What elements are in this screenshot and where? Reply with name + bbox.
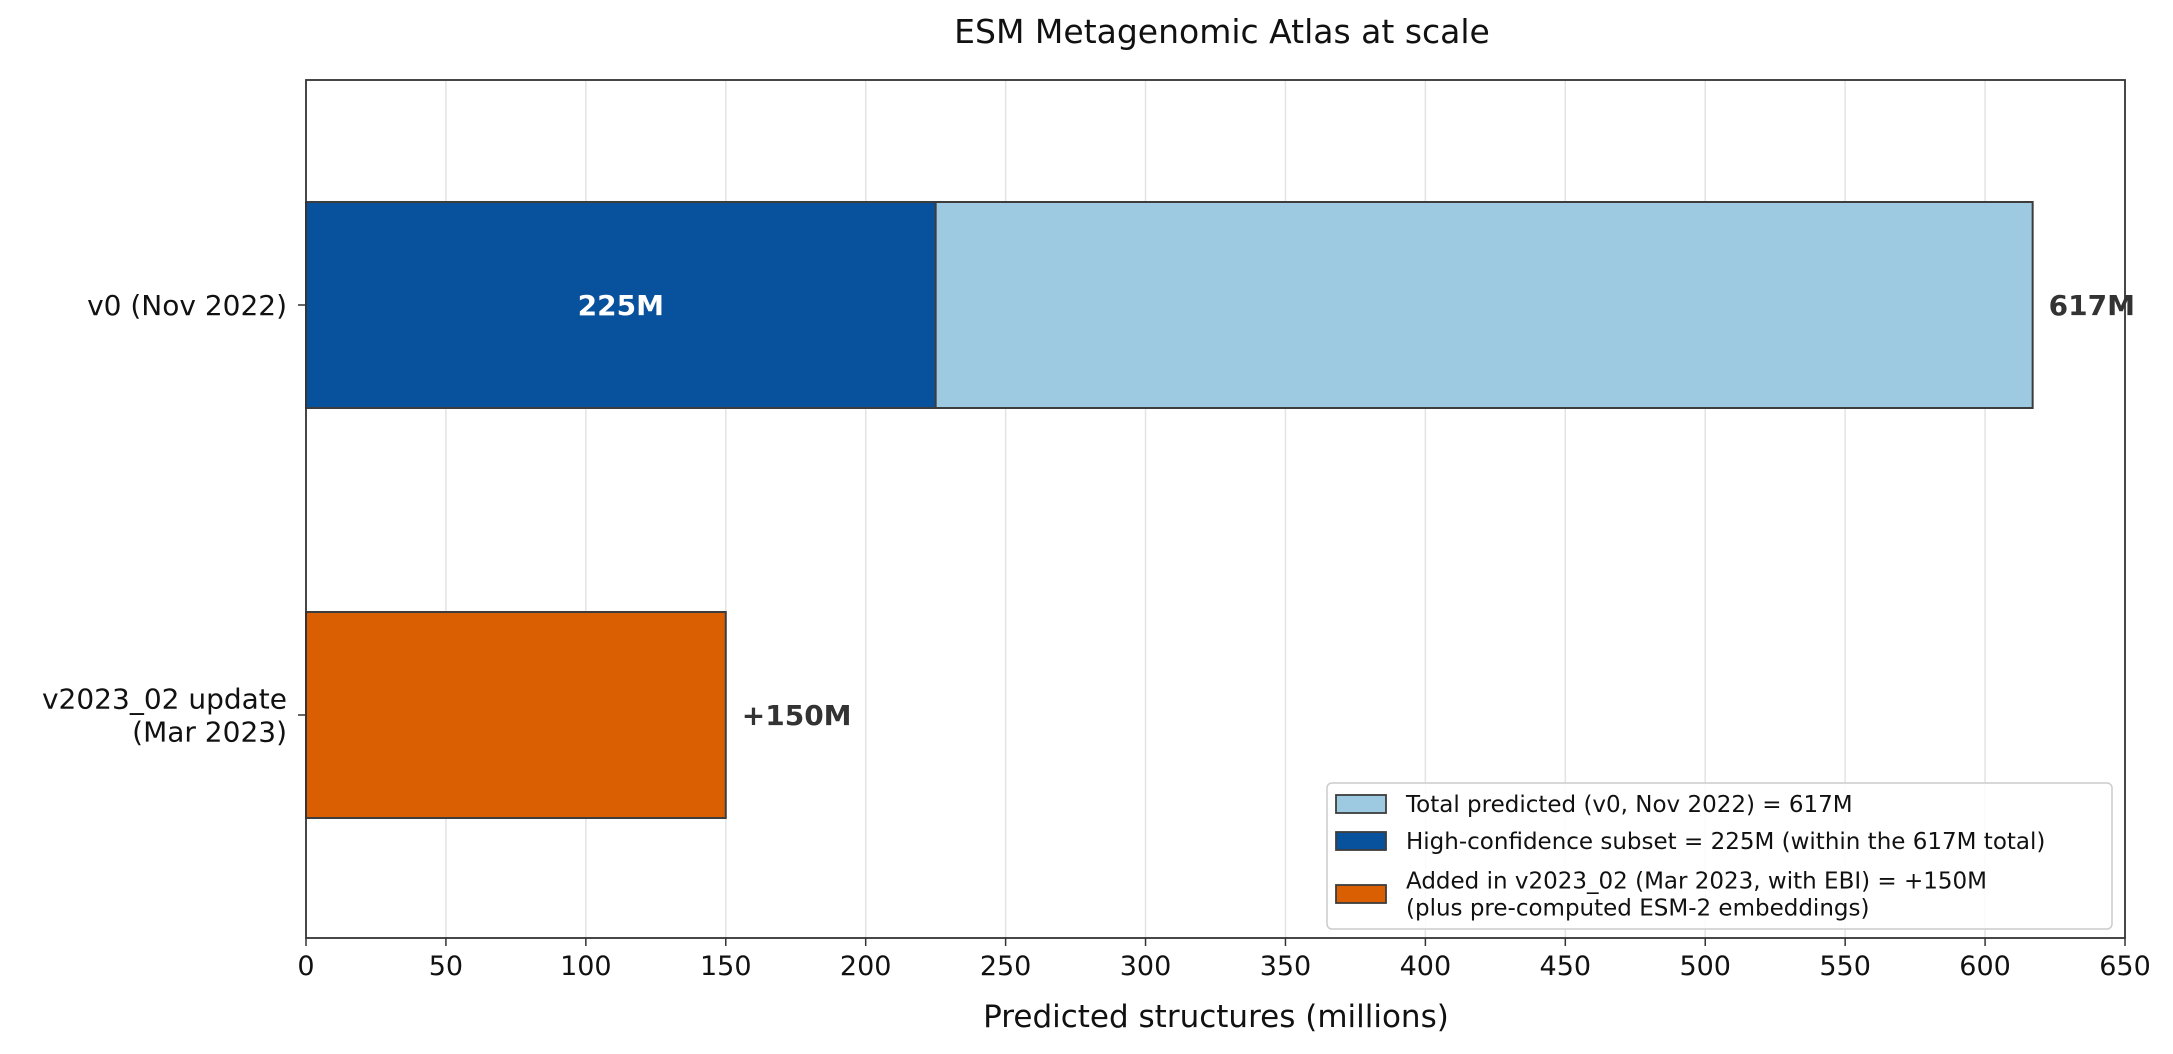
- data-label: 225M: [578, 289, 664, 322]
- legend-label-line: Added in v2023_02 (Mar 2023, with EBI) =…: [1406, 869, 1987, 895]
- legend-label: Added in v2023_02 (Mar 2023, with EBI) =…: [1406, 869, 1987, 922]
- x-axis-label: Predicted structures (millions): [983, 999, 1449, 1035]
- x-tick-label: 550: [1819, 951, 1871, 982]
- x-tick-label: 400: [1400, 951, 1452, 982]
- x-tick-label: 0: [297, 951, 314, 982]
- legend-label: High-confidence subset = 225M (within th…: [1406, 829, 2045, 855]
- x-tick-label: 300: [1120, 951, 1172, 982]
- bar-series-2: [305, 611, 727, 819]
- legend-swatch: [1335, 831, 1387, 851]
- x-tick-label: 250: [980, 951, 1032, 982]
- x-tick-label: 500: [1679, 951, 1731, 982]
- x-tick-label: 450: [1540, 951, 1592, 982]
- bar-series-1: [305, 201, 937, 409]
- legend-label: Total predicted (v0, Nov 2022) = 617M: [1405, 792, 1853, 818]
- x-tick-label: 100: [560, 951, 612, 982]
- x-axis: 0 50 100 150 200 250 300 350 400 450 500 550 600 650: [297, 938, 2151, 982]
- x-tick-label: 50: [429, 951, 463, 982]
- data-label: +150M: [742, 699, 852, 732]
- y-tick-label: v0 (Nov 2022): [87, 289, 287, 322]
- data-label: 617M: [2049, 289, 2135, 322]
- x-tick-label: 350: [1260, 951, 1312, 982]
- y-tick-label-line: v0 (Nov 2022): [87, 289, 287, 322]
- legend-box: [1326, 782, 2113, 930]
- y-axis: v0 (Nov 2022) v2023_02 update (Mar 2023): [42, 289, 306, 749]
- plot-frame: [305, 79, 2126, 939]
- legend-label-line: (plus pre-computed ESM-2 embeddings): [1406, 896, 1869, 922]
- bars: [305, 201, 2034, 819]
- x-tick-label: 650: [2099, 951, 2151, 982]
- chart-title: ESM Metagenomic Atlas at scale: [954, 12, 1490, 51]
- legend-swatch: [1335, 884, 1387, 904]
- y-tick-label: v2023_02 update (Mar 2023): [42, 683, 287, 749]
- legend-label-line: High-confidence subset = 225M (within th…: [1406, 829, 2045, 855]
- legend: Total predicted (v0, Nov 2022) = 617M Hig…: [1326, 782, 2113, 930]
- y-tick-label-line: (Mar 2023): [132, 716, 287, 749]
- legend-swatch: [1335, 794, 1387, 814]
- y-tick-label-line: v2023_02 update: [42, 683, 287, 716]
- annotations: 225M 617M +150M: [578, 289, 2135, 732]
- x-tick-label: 600: [1959, 951, 2011, 982]
- x-tick-label: 200: [840, 951, 892, 982]
- legend-label-line: Total predicted (v0, Nov 2022) = 617M: [1405, 792, 1853, 818]
- x-tick-label: 150: [700, 951, 752, 982]
